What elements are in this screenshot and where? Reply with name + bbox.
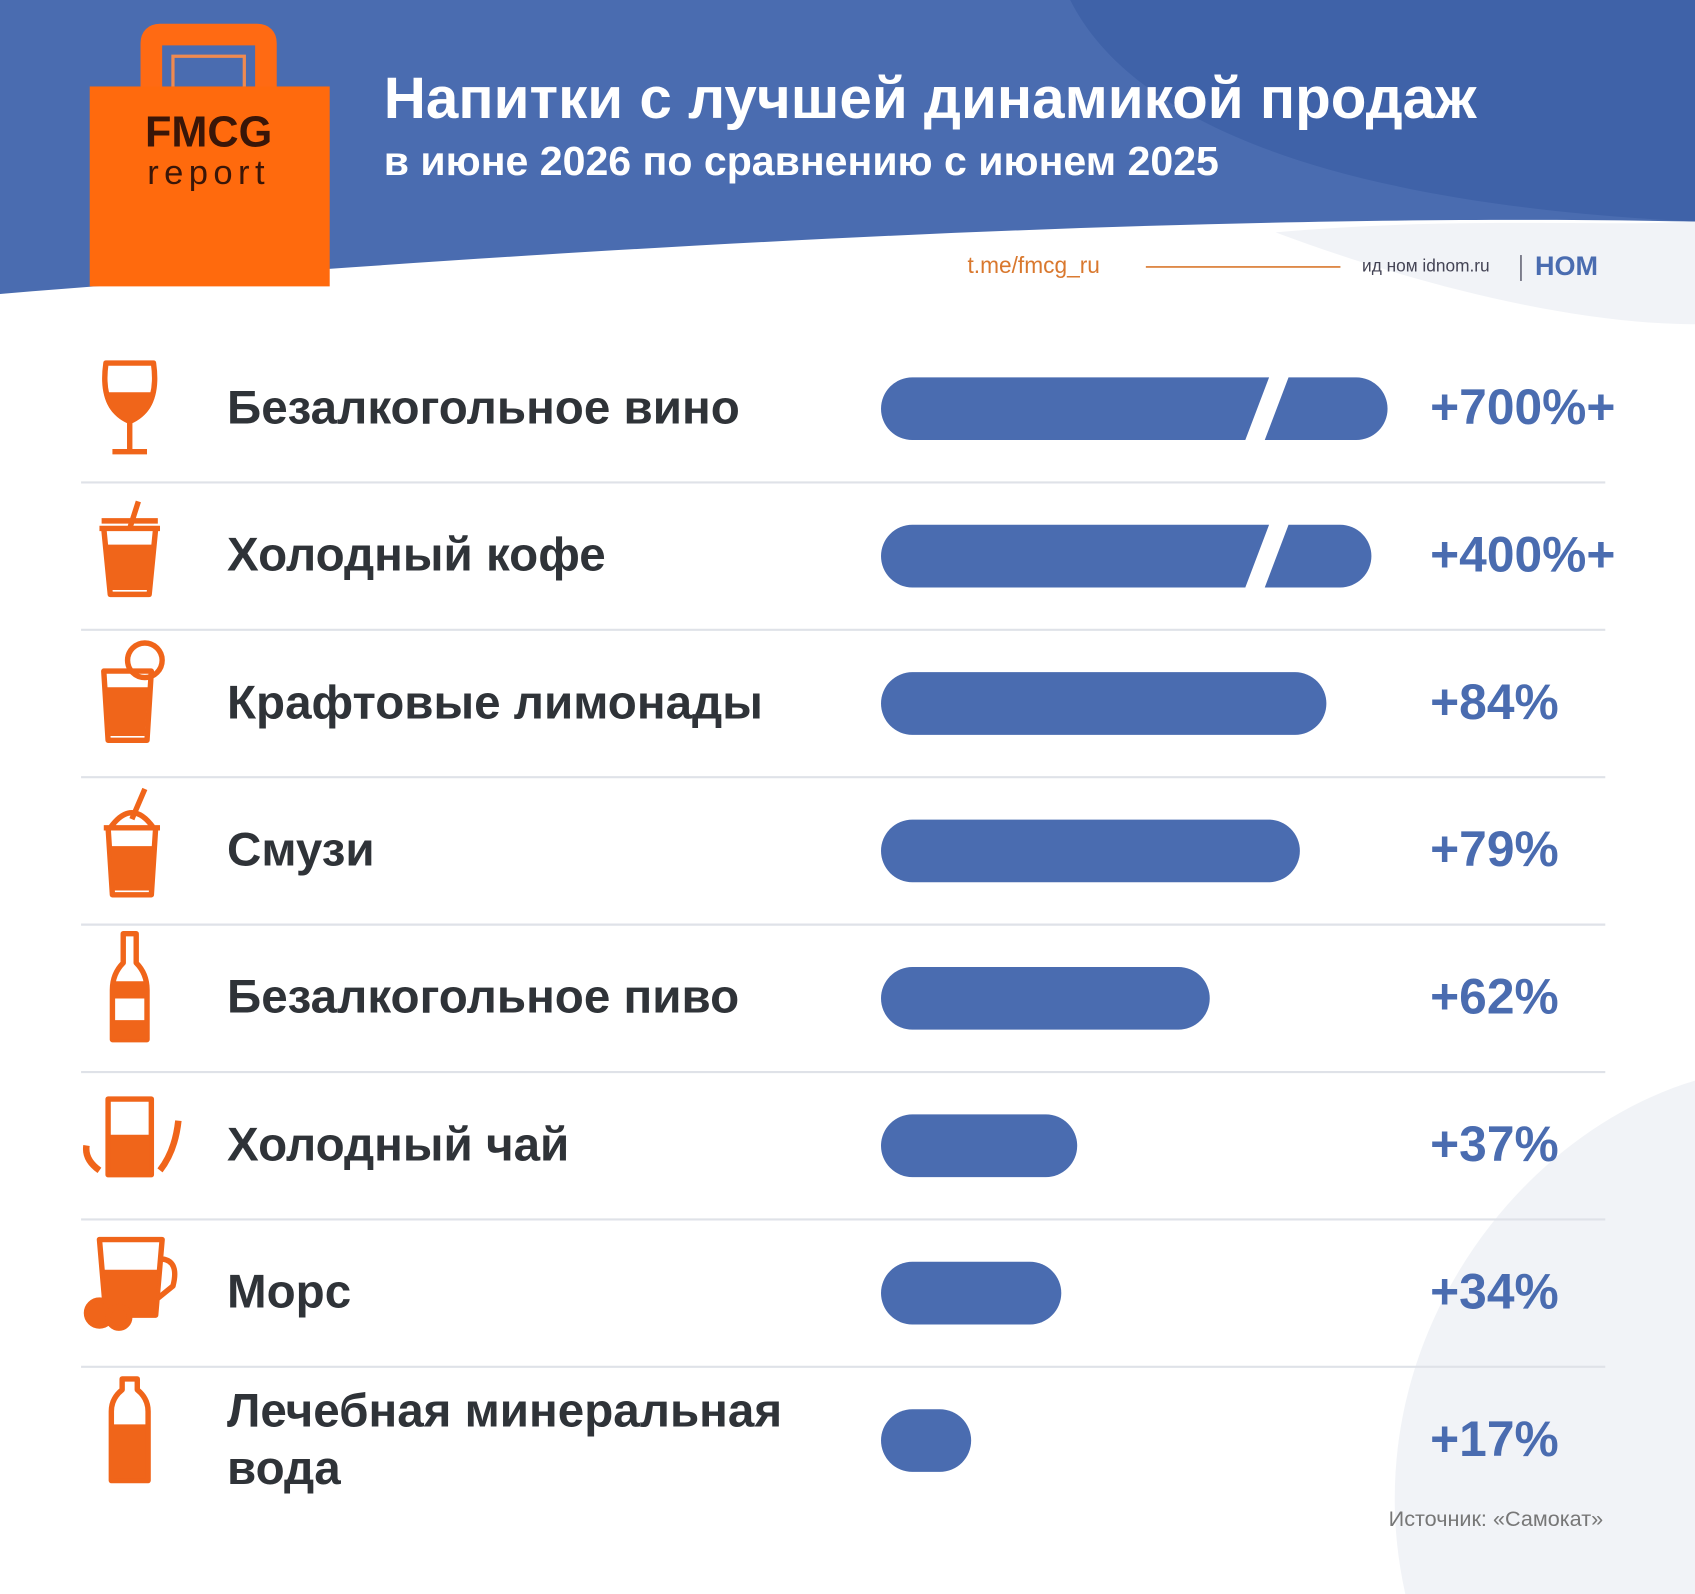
brand-logo: НОМ [1535,251,1598,281]
partner-link[interactable]: ид ном idnom.ru [1362,255,1490,275]
value-label: +700%+ [1430,379,1615,435]
category-label-box: Безалкогольное пиво [227,970,740,1024]
value-label: +37% [1430,1116,1559,1172]
icon-mors [83,1236,178,1331]
bar [881,1261,1062,1325]
category-label-box: Крафтовые лимонады [227,676,763,730]
icon-water [108,1376,151,1484]
logo-handle [171,54,246,87]
icon-smoothie [103,787,160,898]
category-label: Лечебная минеральная вода [227,1384,783,1495]
bar [881,1409,972,1472]
logo-bag [89,86,330,287]
bar [881,1114,1078,1178]
category-label-box: Морс [227,1265,352,1319]
icons [82,360,182,1484]
icon-coffee [99,500,160,598]
category-label-box: Безалкогольное вино [227,381,740,435]
header-shape [1275,221,1695,325]
category-label-box: Холодный кофе [227,528,606,582]
category-label-box: Лечебная минеральная вода [227,1384,783,1495]
value-label: +79% [1430,821,1559,877]
category-label: Крафтовые лимонады [227,676,763,730]
category-label: Холодный кофе [227,528,606,582]
bar [881,966,1210,1030]
chart-subtitle: в июне 2026 по сравнению с июнем 2025 [384,138,1219,184]
background-shape [1394,1080,1695,1594]
bar [881,819,1300,883]
chart-title: Напитки с лучшей динамикой продаж [384,66,1477,131]
value-label: +400%+ [1430,526,1615,582]
bar [881,524,1372,588]
category-label: Морс [227,1265,352,1319]
logo: FMCG report [89,23,330,287]
icon-wine [102,360,158,455]
bar [881,377,1388,441]
category-label: Безалкогольное пиво [227,970,740,1024]
value-label: +34% [1430,1263,1559,1319]
header-shape [1070,0,1695,222]
channel-link[interactable]: t.me/fmcg_ru [967,252,1099,278]
value-label: +17% [1430,1411,1559,1467]
logo-name: FMCG [145,109,272,157]
logo-tagline: report [147,154,270,192]
value-label: +62% [1430,969,1559,1025]
icon-beer [109,931,150,1043]
bar [881,672,1327,735]
value-label: +84% [1430,674,1559,730]
logo-handle [140,23,277,87]
source: Источник: «Самокат» [1389,1506,1603,1531]
icon-lemonade [101,640,165,743]
category-label-box: Холодный чай [227,1118,570,1172]
category-label: Смузи [227,823,375,877]
category-label: Холодный чай [227,1118,570,1172]
icon-tea [82,1096,182,1178]
category-label: Безалкогольное вино [227,381,740,435]
category-label-box: Смузи [227,823,375,877]
